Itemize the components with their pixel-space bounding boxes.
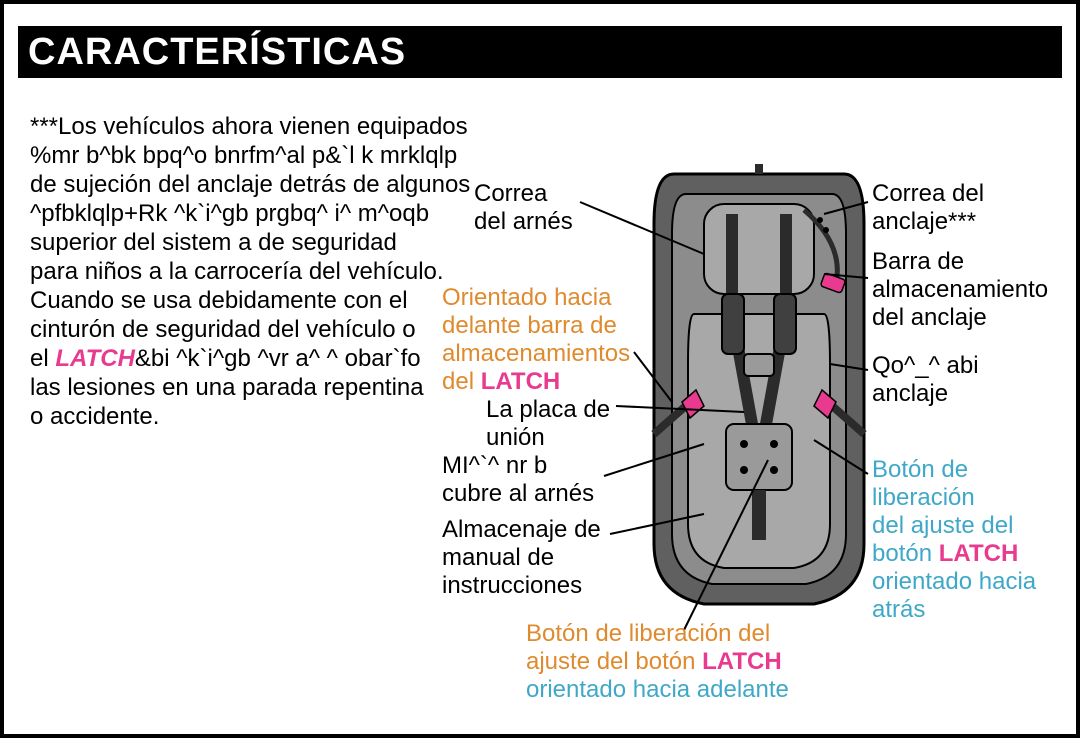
label-orientado_delante: Orientado haciadelante barra dealmacenam…	[442, 284, 630, 396]
label-barra_alm: Barra dealmacenamientodel anclaje	[872, 248, 1048, 332]
label-correa_anclaje: Correa delanclaje***	[872, 180, 984, 236]
label-boton_lib_atras: Botón deliberacióndel ajuste delbotón LA…	[872, 456, 1036, 624]
carseat-diagram	[644, 164, 874, 624]
label-almacenaje_manual: Almacenaje demanual deinstrucciones	[442, 516, 601, 600]
label-pieza_cubre: MI^`^ nr bcubre al arnés	[442, 452, 594, 508]
label-boton_lib_adelante: Botón de liberación delajuste del botón …	[526, 620, 789, 704]
main-paragraph: ***Los vehículos ahora vienen equipados%…	[30, 112, 470, 431]
page-title: CARACTERÍSTICAS	[28, 31, 406, 74]
page: CARACTERÍSTICAS ***Los vehículos ahora v…	[0, 0, 1080, 738]
title-bar: CARACTERÍSTICAS	[18, 26, 1062, 78]
label-placa_union: La placa deunión	[486, 396, 610, 452]
label-traba_anclaje: Qo^_^ abianclaje	[872, 352, 979, 408]
label-correa_arnes: Correadel arnés	[474, 180, 573, 236]
